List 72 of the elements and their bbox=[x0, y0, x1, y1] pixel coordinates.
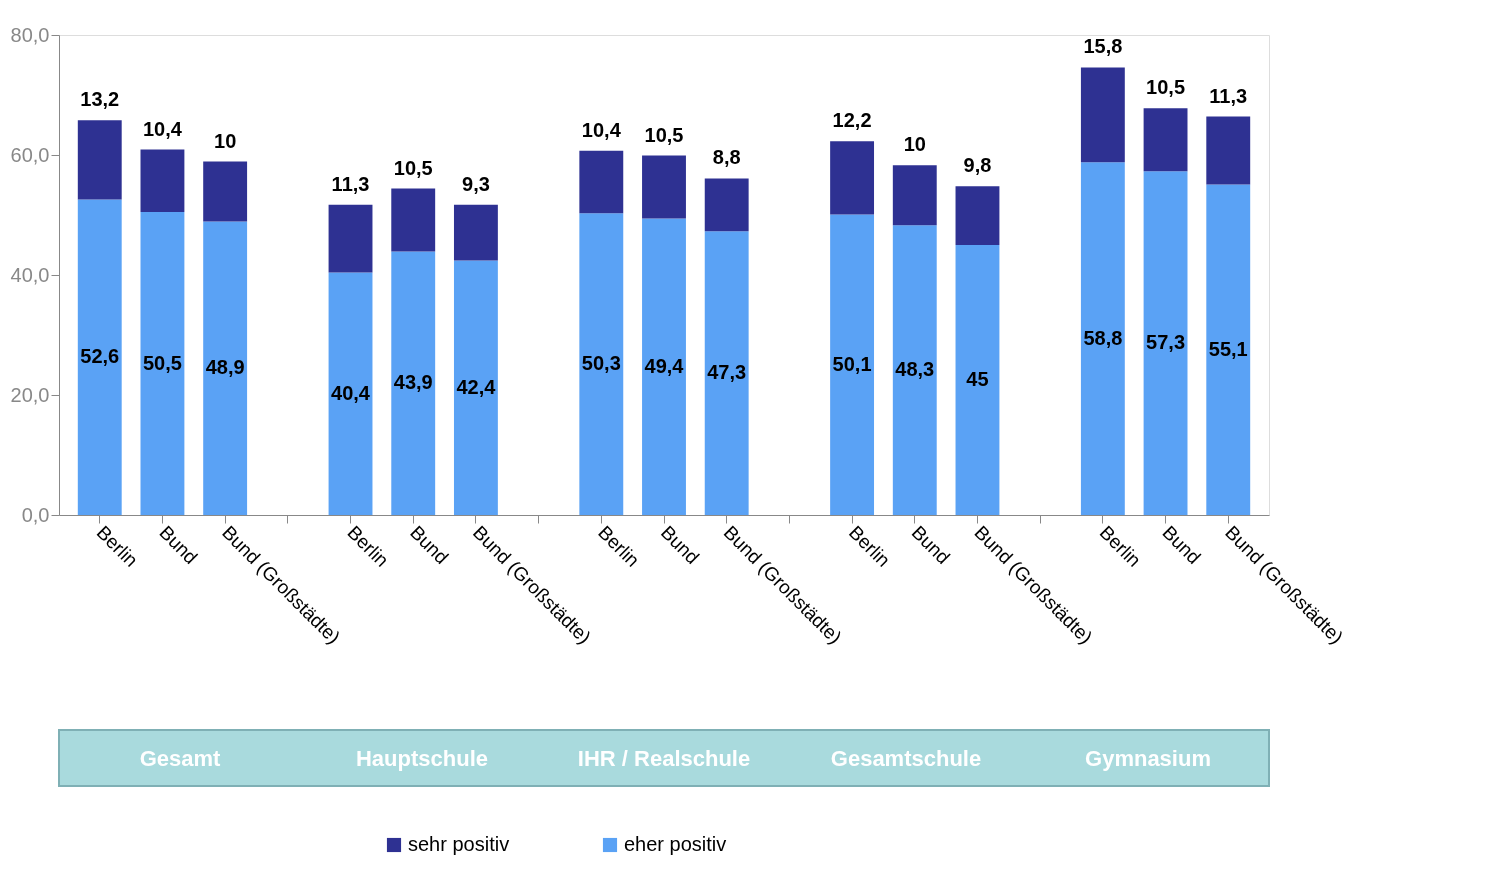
bar bbox=[704, 231, 749, 515]
data-label: 48,9 bbox=[205, 356, 245, 379]
data-label: 50,1 bbox=[832, 352, 872, 375]
data-label: 58,8 bbox=[1083, 326, 1123, 349]
bar bbox=[1206, 184, 1251, 515]
text: Gesamt bbox=[139, 746, 222, 771]
text: Hauptschule bbox=[355, 746, 489, 771]
data-label: 48,3 bbox=[895, 358, 935, 381]
y-tick-label: 40,0 bbox=[10, 263, 50, 286]
data-label: 47,3 bbox=[707, 361, 747, 384]
bar bbox=[453, 260, 498, 515]
bar bbox=[579, 213, 624, 515]
data-label: 55,1 bbox=[1208, 337, 1248, 360]
data-label: 8,8 bbox=[712, 146, 741, 169]
bar bbox=[391, 251, 436, 515]
bar bbox=[892, 225, 937, 515]
bar bbox=[642, 155, 686, 219]
bar bbox=[1143, 171, 1188, 515]
text: IHR / Realschule bbox=[577, 746, 751, 771]
bar bbox=[704, 178, 749, 232]
data-label: 49,4 bbox=[644, 354, 685, 377]
data-label: 9,8 bbox=[963, 154, 992, 177]
bar bbox=[328, 204, 373, 273]
data-label: 57,3 bbox=[1146, 331, 1186, 354]
bar bbox=[77, 199, 122, 515]
data-label: 10 bbox=[903, 133, 926, 156]
bar bbox=[955, 245, 1000, 515]
bar bbox=[955, 186, 1000, 245]
data-label: 52,6 bbox=[80, 345, 120, 368]
bar bbox=[391, 188, 436, 252]
bar bbox=[1080, 67, 1125, 163]
data-label: 10,4 bbox=[142, 117, 183, 140]
data-label: 9,3 bbox=[462, 172, 490, 195]
data-label: 10,5 bbox=[644, 123, 684, 146]
bar bbox=[328, 272, 373, 515]
data-label: 50,5 bbox=[142, 351, 182, 374]
data-label: 11,3 bbox=[1209, 84, 1248, 107]
legend-label: sehr positiv bbox=[408, 833, 510, 855]
data-label: 11,3 bbox=[331, 172, 370, 195]
bar bbox=[1080, 162, 1125, 515]
bar bbox=[642, 218, 686, 515]
y-tick-label: 80,0 bbox=[10, 23, 50, 46]
bar bbox=[892, 165, 937, 226]
text: Gymnasium bbox=[1085, 746, 1211, 771]
data-label: 40,4 bbox=[331, 381, 371, 404]
data-label: 12,2 bbox=[832, 109, 872, 132]
data-label: 10,5 bbox=[393, 156, 433, 179]
legend-label: eher positiv bbox=[624, 833, 727, 855]
data-label: 50,3 bbox=[581, 352, 621, 375]
data-label: 10,4 bbox=[581, 118, 622, 141]
bar bbox=[453, 204, 498, 261]
data-label: 42,4 bbox=[456, 375, 497, 398]
bar bbox=[830, 141, 875, 215]
data-label: 10 bbox=[214, 129, 237, 152]
bar bbox=[1143, 108, 1188, 172]
bar bbox=[203, 221, 248, 515]
data-label: 15,8 bbox=[1083, 35, 1123, 58]
data-label: 43,9 bbox=[393, 371, 433, 394]
bar bbox=[830, 214, 875, 515]
text: Gesamtschule bbox=[830, 746, 982, 771]
bar bbox=[140, 149, 185, 212]
bar bbox=[579, 150, 624, 214]
bar bbox=[140, 212, 185, 515]
y-tick-label: 0,0 bbox=[21, 503, 50, 526]
bar bbox=[203, 161, 248, 222]
data-label: 10,5 bbox=[1146, 76, 1186, 99]
y-tick-label: 20,0 bbox=[10, 383, 50, 406]
data-label: 45 bbox=[966, 368, 989, 390]
data-label: 13,2 bbox=[80, 88, 120, 111]
bar bbox=[77, 120, 122, 200]
bar bbox=[1206, 116, 1251, 185]
y-tick-label: 60,0 bbox=[10, 143, 50, 166]
